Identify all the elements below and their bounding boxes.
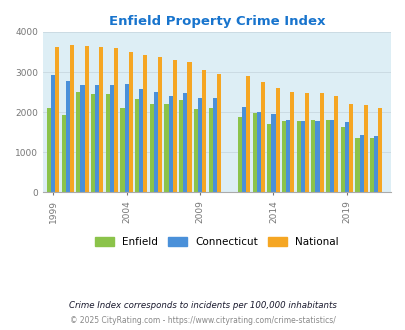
Bar bbox=[363, 105, 367, 192]
Bar bbox=[179, 100, 183, 192]
Bar bbox=[304, 93, 308, 192]
Bar bbox=[281, 121, 286, 192]
Bar bbox=[208, 108, 212, 192]
Bar bbox=[286, 120, 290, 192]
Bar bbox=[187, 62, 191, 192]
Bar bbox=[216, 74, 220, 192]
Bar bbox=[354, 138, 359, 192]
Bar bbox=[373, 136, 377, 192]
Title: Enfield Property Crime Index: Enfield Property Crime Index bbox=[109, 15, 324, 28]
Bar bbox=[266, 124, 271, 192]
Legend: Enfield, Connecticut, National: Enfield, Connecticut, National bbox=[90, 233, 342, 251]
Bar bbox=[359, 135, 363, 192]
Bar bbox=[110, 85, 114, 192]
Bar bbox=[47, 108, 51, 192]
Bar bbox=[172, 60, 177, 192]
Bar bbox=[198, 98, 202, 192]
Bar bbox=[114, 48, 118, 192]
Bar bbox=[237, 117, 241, 192]
Bar bbox=[80, 85, 84, 192]
Bar bbox=[128, 51, 132, 192]
Bar bbox=[311, 120, 315, 192]
Bar bbox=[55, 47, 59, 192]
Bar bbox=[275, 88, 279, 192]
Bar bbox=[333, 96, 338, 192]
Bar bbox=[164, 104, 168, 192]
Bar bbox=[296, 120, 300, 192]
Bar bbox=[194, 109, 198, 192]
Bar bbox=[252, 114, 256, 192]
Bar bbox=[202, 70, 206, 192]
Bar bbox=[340, 127, 344, 192]
Bar bbox=[95, 85, 99, 192]
Bar bbox=[51, 75, 55, 192]
Text: Crime Index corresponds to incidents per 100,000 inhabitants: Crime Index corresponds to incidents per… bbox=[69, 301, 336, 310]
Text: © 2025 CityRating.com - https://www.cityrating.com/crime-statistics/: © 2025 CityRating.com - https://www.city… bbox=[70, 316, 335, 325]
Bar bbox=[245, 77, 249, 192]
Bar bbox=[84, 46, 88, 192]
Bar bbox=[241, 107, 245, 192]
Bar bbox=[344, 122, 348, 192]
Bar bbox=[329, 120, 333, 192]
Bar bbox=[76, 92, 80, 192]
Bar bbox=[260, 82, 264, 192]
Bar bbox=[256, 112, 260, 192]
Bar bbox=[168, 96, 172, 192]
Bar bbox=[300, 121, 304, 192]
Bar bbox=[143, 55, 147, 192]
Bar bbox=[99, 47, 103, 192]
Bar bbox=[139, 89, 143, 192]
Bar bbox=[315, 120, 319, 192]
Bar bbox=[325, 120, 329, 192]
Bar bbox=[158, 57, 162, 192]
Bar bbox=[348, 104, 352, 192]
Bar bbox=[120, 108, 124, 192]
Bar bbox=[377, 108, 382, 192]
Bar bbox=[290, 92, 294, 192]
Bar bbox=[369, 138, 373, 192]
Bar bbox=[183, 92, 187, 192]
Bar bbox=[135, 99, 139, 192]
Bar bbox=[66, 81, 70, 192]
Bar bbox=[62, 115, 66, 192]
Bar bbox=[271, 114, 275, 192]
Bar bbox=[105, 94, 110, 192]
Bar bbox=[153, 92, 158, 192]
Bar bbox=[124, 84, 128, 192]
Bar bbox=[212, 98, 216, 192]
Bar bbox=[70, 45, 74, 192]
Bar bbox=[149, 104, 153, 192]
Bar bbox=[319, 93, 323, 192]
Bar bbox=[91, 94, 95, 192]
